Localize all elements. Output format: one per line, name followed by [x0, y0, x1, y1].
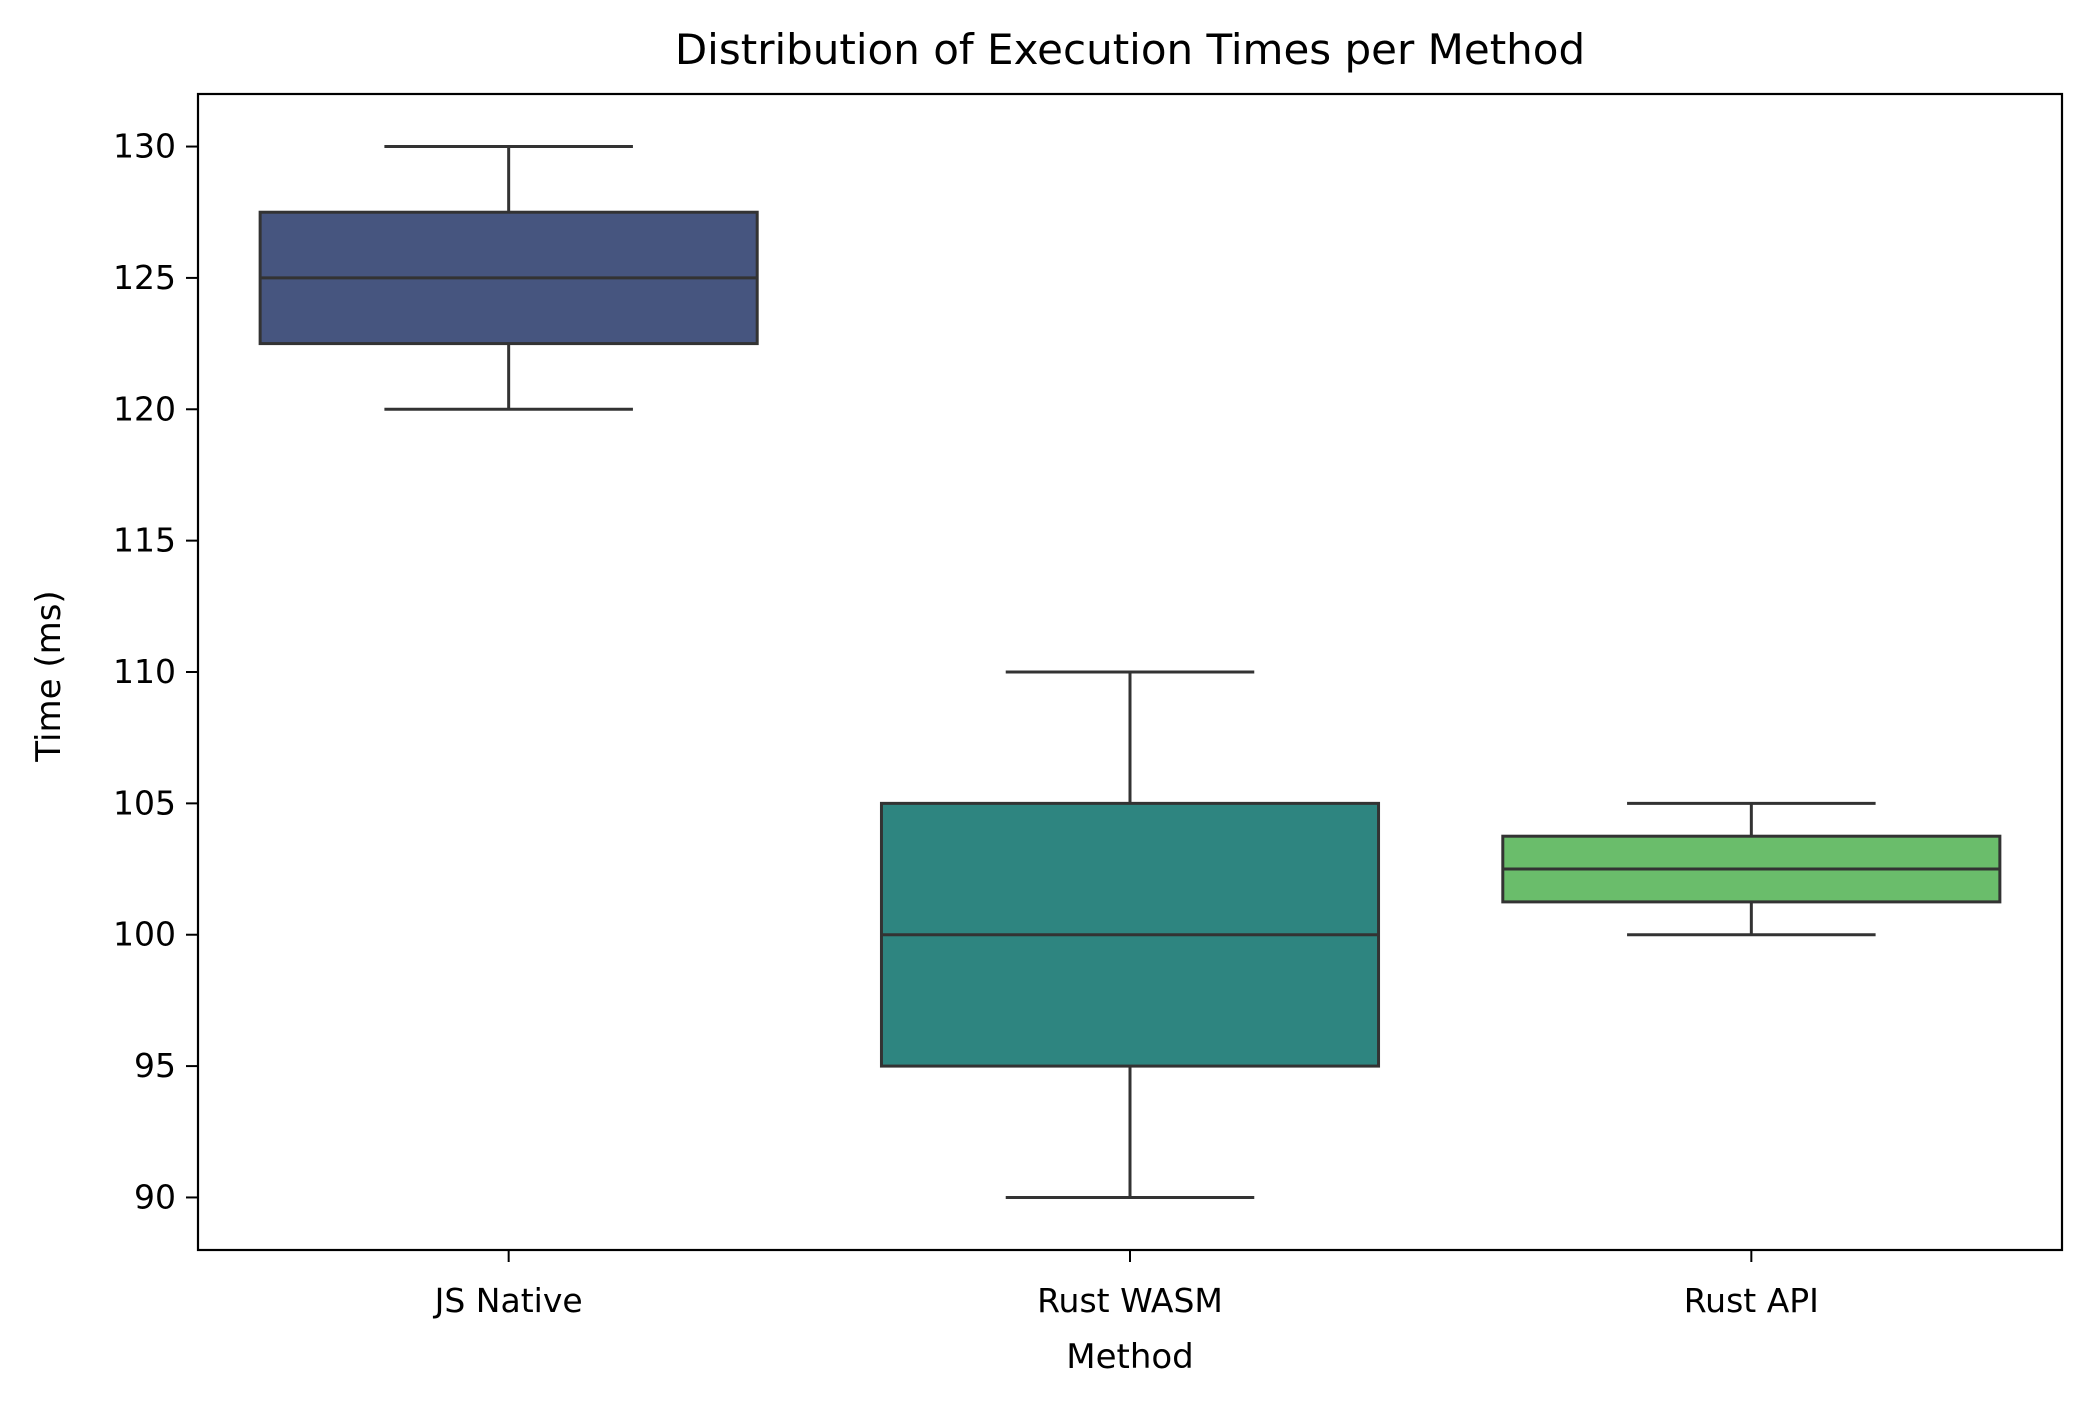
y-tick-label: 115: [113, 521, 176, 560]
y-tick-label: 110: [113, 652, 176, 691]
y-axis-label: Time (ms): [29, 590, 69, 762]
y-tick-label: 130: [113, 127, 176, 166]
y-tick-label: 90: [134, 1177, 176, 1216]
chart-title: Distribution of Execution Times per Meth…: [675, 25, 1585, 74]
y-tick-label: 125: [113, 258, 176, 297]
y-tick-label: 120: [113, 389, 176, 428]
y-tick-label: 95: [134, 1046, 176, 1085]
y-tick-label: 105: [113, 783, 176, 822]
y-tick-label: 100: [113, 915, 176, 954]
x-tick-label: JS Native: [433, 1281, 583, 1320]
plot-area: 90 95 100 105 110 115 120 125 130 JS Native Rust W…: [113, 127, 2002, 1320]
x-tick-label: Rust API: [1684, 1281, 1819, 1320]
x-tick-label: Rust WASM: [1037, 1281, 1223, 1320]
plot-frame: [196, 92, 2064, 1252]
x-axis-label: Method: [1066, 1337, 1194, 1377]
